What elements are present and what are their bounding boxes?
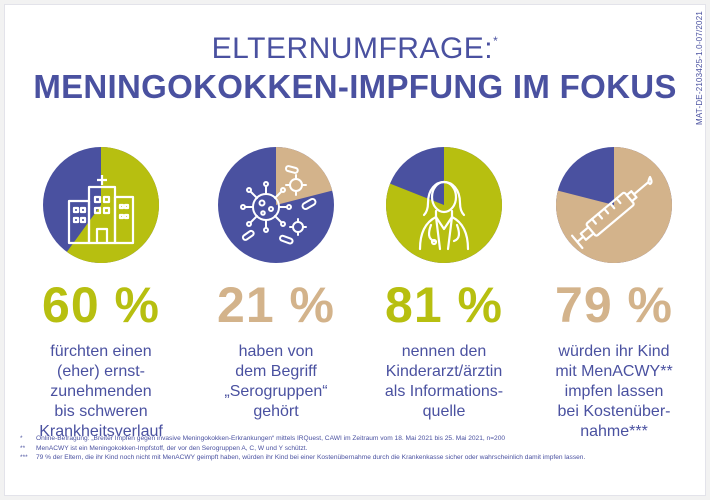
percentage: 79 % xyxy=(555,277,673,333)
description-line: nahme*** xyxy=(580,423,648,440)
syringe-icon xyxy=(570,175,653,250)
stat-description: nennen den Kinderarzt/ärztin als Informa… xyxy=(356,342,532,422)
description-line: bei Kostenüber- xyxy=(557,403,671,420)
footnote-marker: ** xyxy=(20,444,26,452)
footnotes: * Online-Befragung: „Breiter Impfen gegen… xyxy=(20,434,690,463)
pie-highlight xyxy=(276,147,333,205)
description-line: würden ihr Kind xyxy=(558,343,670,360)
title-text: ELTERNUMFRAGE: xyxy=(211,32,494,65)
description-line: quelle xyxy=(422,403,466,420)
description-line: „Serogruppen“ xyxy=(224,383,328,400)
title-line-1: ELTERNUMFRAGE:* xyxy=(0,32,710,66)
virus-icon xyxy=(240,165,317,245)
footnote-1: * Online-Befragung: „Breiter Impfen gegen… xyxy=(20,434,690,444)
description-line: fürchten einen xyxy=(50,343,152,360)
description-line: impfen lassen xyxy=(564,383,664,400)
footnote-2: ** MenACWY ist ein Meningokokken-Impfstof… xyxy=(20,444,690,454)
stat-description: würden ihr Kind mit MenACWY** impfen las… xyxy=(526,342,702,442)
pie-highlight xyxy=(555,147,672,263)
description-line: dem Begriff xyxy=(235,363,317,380)
description-line: Krankheitsverlauf xyxy=(39,423,163,440)
stat-hospital: 60 % fürchten einen (eher) ernst- zunehm… xyxy=(13,145,189,442)
description-line: Kinderarzt/ärztin xyxy=(385,363,503,380)
footnote-3: *** 79 % der Eltern, die ihr Kind noch ni… xyxy=(20,453,690,463)
description-line: gehört xyxy=(253,403,299,420)
stat-description: fürchten einen (eher) ernst- zunehmenden… xyxy=(13,342,189,442)
footnote-marker: * xyxy=(20,435,23,442)
stat-doctor: 81 % nennen den Kinderarzt/ärztin als In… xyxy=(356,145,532,422)
hospital-icon xyxy=(67,175,135,245)
pie-chart xyxy=(555,147,672,263)
stat-virus: 21 % haben von dem Begriff „Serogruppen“… xyxy=(188,145,364,422)
description-line: bis schweren xyxy=(54,403,148,420)
footnote-marker: *** xyxy=(20,454,28,461)
percentage: 60 % xyxy=(42,277,160,333)
percentage: 81 % xyxy=(385,277,503,333)
pie-chart xyxy=(385,147,502,263)
footnote-text: Online-Befragung: „Breiter Impfen gegen … xyxy=(36,435,506,442)
description-line: haben von xyxy=(238,343,314,360)
description-line: zunehmenden xyxy=(50,383,152,400)
description-line: nennen den xyxy=(401,343,487,360)
footnote-text: 79 % der Eltern, die ihr Kind noch nicht… xyxy=(36,454,586,461)
pie-chart xyxy=(43,147,160,263)
title-footnote-mark: * xyxy=(493,34,499,48)
stat-description: haben von dem Begriff „Serogruppen“ gehö… xyxy=(188,342,364,422)
description-line: als Informations- xyxy=(384,383,504,400)
material-code: MAT-DE-2103425-1.0-07/2021 xyxy=(695,10,704,125)
title-line-2: MENINGOKOKKEN-IMPFUNG IM FOKUS xyxy=(33,68,677,105)
description-line: mit MenACWY** xyxy=(555,363,673,380)
stat-syringe: 79 % würden ihr Kind mit MenACWY** impfe… xyxy=(526,145,702,442)
footnote-text: MenACWY ist ein Meningokokken-Impfstoff,… xyxy=(36,444,308,452)
pie-highlight xyxy=(385,147,502,263)
pie-chart xyxy=(218,147,334,263)
description-line: (eher) ernst- xyxy=(56,363,146,380)
percentage: 21 % xyxy=(217,277,335,333)
doctor-icon xyxy=(418,180,470,251)
